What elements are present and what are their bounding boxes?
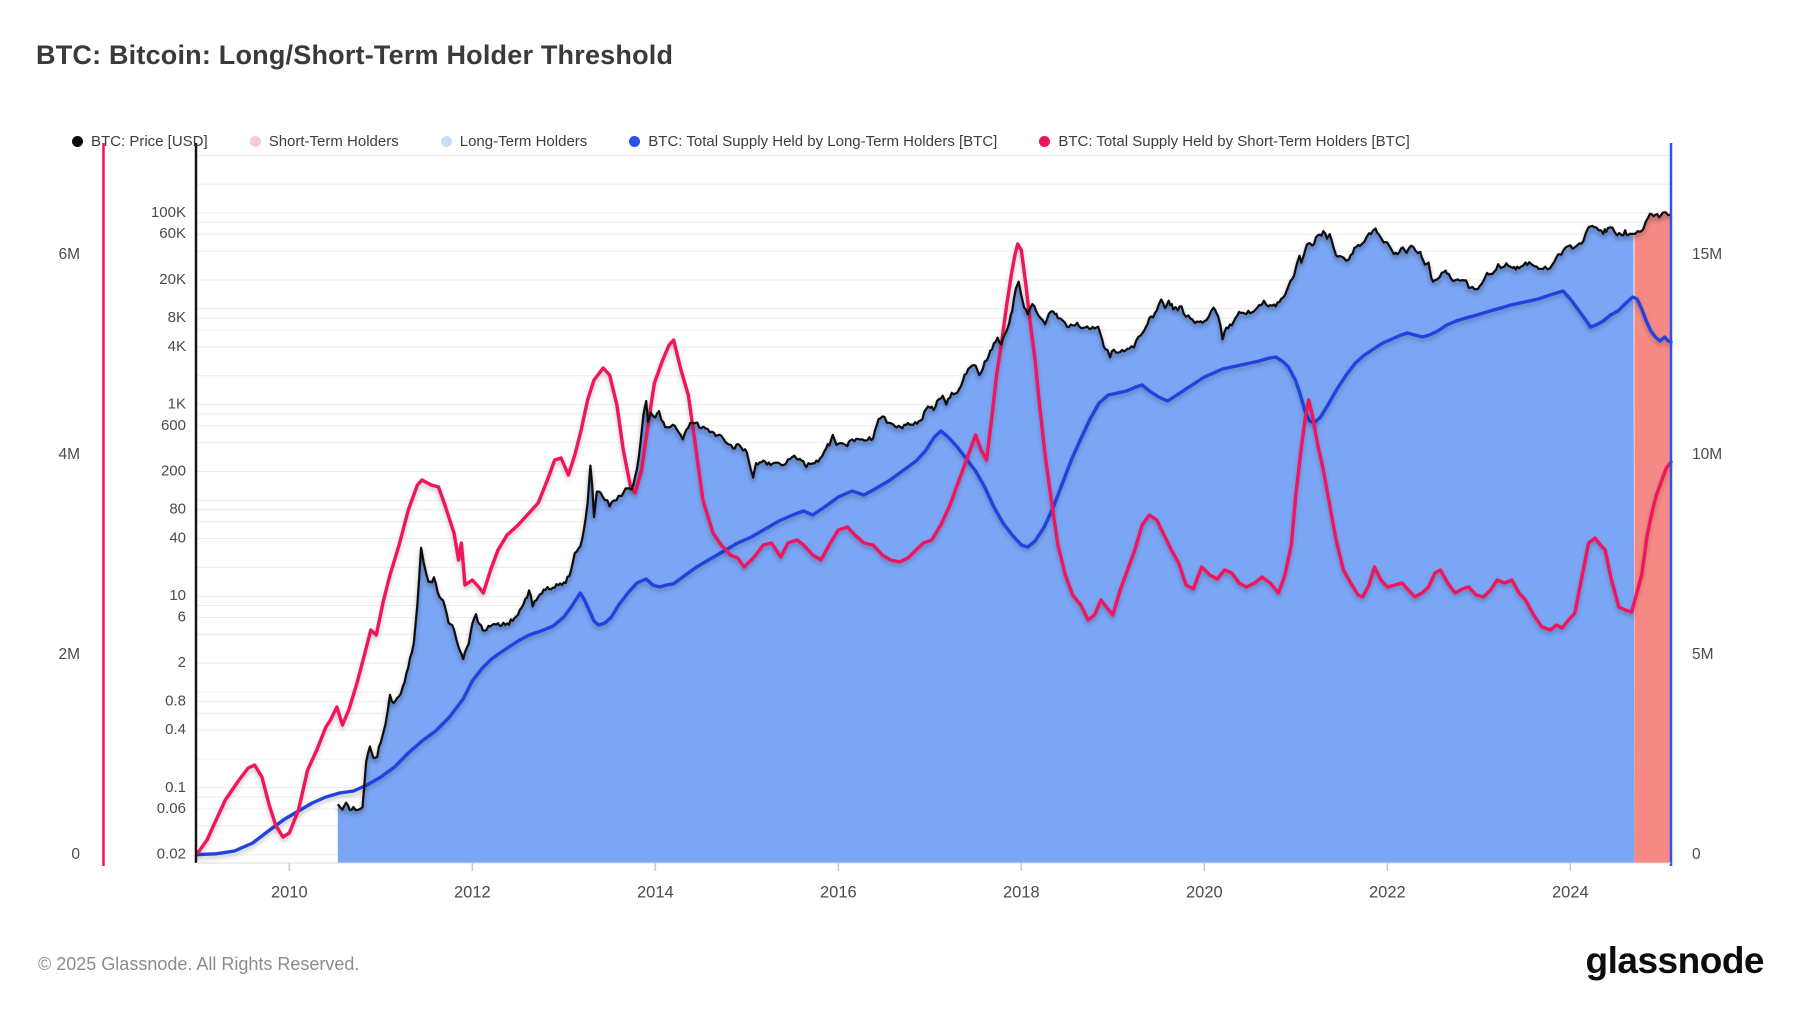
price-axis-label: 200 [161,463,186,480]
legend-item-sth-supply[interactable]: BTC: Total Supply Held by Short-Term Hol… [1039,133,1410,150]
price-axis-label: 0.4 [165,721,186,738]
right-axis-label: 15M [1692,246,1722,263]
right-axis-label: 10M [1692,446,1722,463]
legend-item-price[interactable]: BTC: Price [USD] [72,133,208,150]
x-axis-label: 2022 [1369,883,1406,901]
price-axis-label: 0.8 [165,692,186,709]
price-axis-label: 60K [159,225,186,242]
legend-label: Long-Term Holders [459,133,588,150]
x-axis-label: 2016 [820,883,857,901]
price-axis-label: 40 [169,529,186,546]
holder-bands [337,212,1671,863]
price-axis-label: 20K [159,271,186,288]
price-axis-label: 0.06 [157,800,186,817]
long-term-holders-dot-icon [440,136,452,147]
footer-copyright: © 2025 Glassnode. All Rights Reserved. [38,954,360,974]
short-term-holders-dot-icon [249,136,261,147]
price-axis-label: 80 [169,501,186,518]
price-axis-label: 4K [168,338,186,355]
glassnode-logo: glassnode [1585,940,1765,981]
x-axis-label: 2018 [1003,883,1040,901]
price-axis-label: 0.1 [165,779,186,796]
price-axis-label: 2 [178,654,186,671]
legend-item-lth-supply[interactable]: BTC: Total Supply Held by Long-Term Hold… [629,133,997,150]
band-long-term-holders [337,225,1635,863]
lth-supply-dot-icon [629,136,641,147]
legend-label: Short-Term Holders [268,133,399,150]
price-axis-label: 8K [168,309,186,326]
x-axis-label: 2014 [637,883,674,901]
page-title: BTC: Bitcoin: Long/Short-Term Holder Thr… [36,40,674,70]
price-axis-label: 10 [169,587,186,604]
legend-label: BTC: Total Supply Held by Long-Term Hold… [648,133,998,150]
legend-label: BTC: Price [USD] [91,133,208,150]
legend-item-long-term-holders[interactable]: Long-Term Holders [440,133,588,150]
left-axis-label: 2M [58,646,80,663]
sth-supply-line [196,242,1673,855]
price-series-dot-icon [72,136,83,147]
left-axis-label: 4M [58,446,80,463]
price-axis-label: 600 [161,417,186,434]
left-axis-label: 6M [58,246,80,263]
price-axis-label: 1K [168,396,186,413]
legend-label: BTC: Total Supply Held by Short-Term Hol… [1058,133,1410,150]
x-axis-label: 2012 [454,883,491,901]
sth-supply-dot-icon [1039,136,1051,147]
right-axis-label: 0 [1692,846,1701,863]
x-axis-label: 2020 [1186,883,1223,901]
legend: BTC: Price [USD] Short-Term Holders Long… [72,133,1410,150]
x-axis-label: 2010 [271,883,308,901]
left-axis-label: 0 [71,846,80,863]
price-axis-label: 6 [178,608,186,625]
price-axis-label: 0.02 [157,846,186,863]
right-axis-label: 5M [1692,646,1714,663]
band-short-term-holders [1634,212,1671,863]
axis-labels: 100K 60K 20K 8K 4K 1K 600 200 80 40 10 6 2 0.8 0.4 0.1 0… [58,204,1722,901]
price-line [336,211,1672,812]
legend-item-short-term-holders[interactable]: Short-Term Holders [249,133,399,150]
price-axis-label: 100K [151,204,186,221]
x-axis-label: 2024 [1552,883,1589,901]
